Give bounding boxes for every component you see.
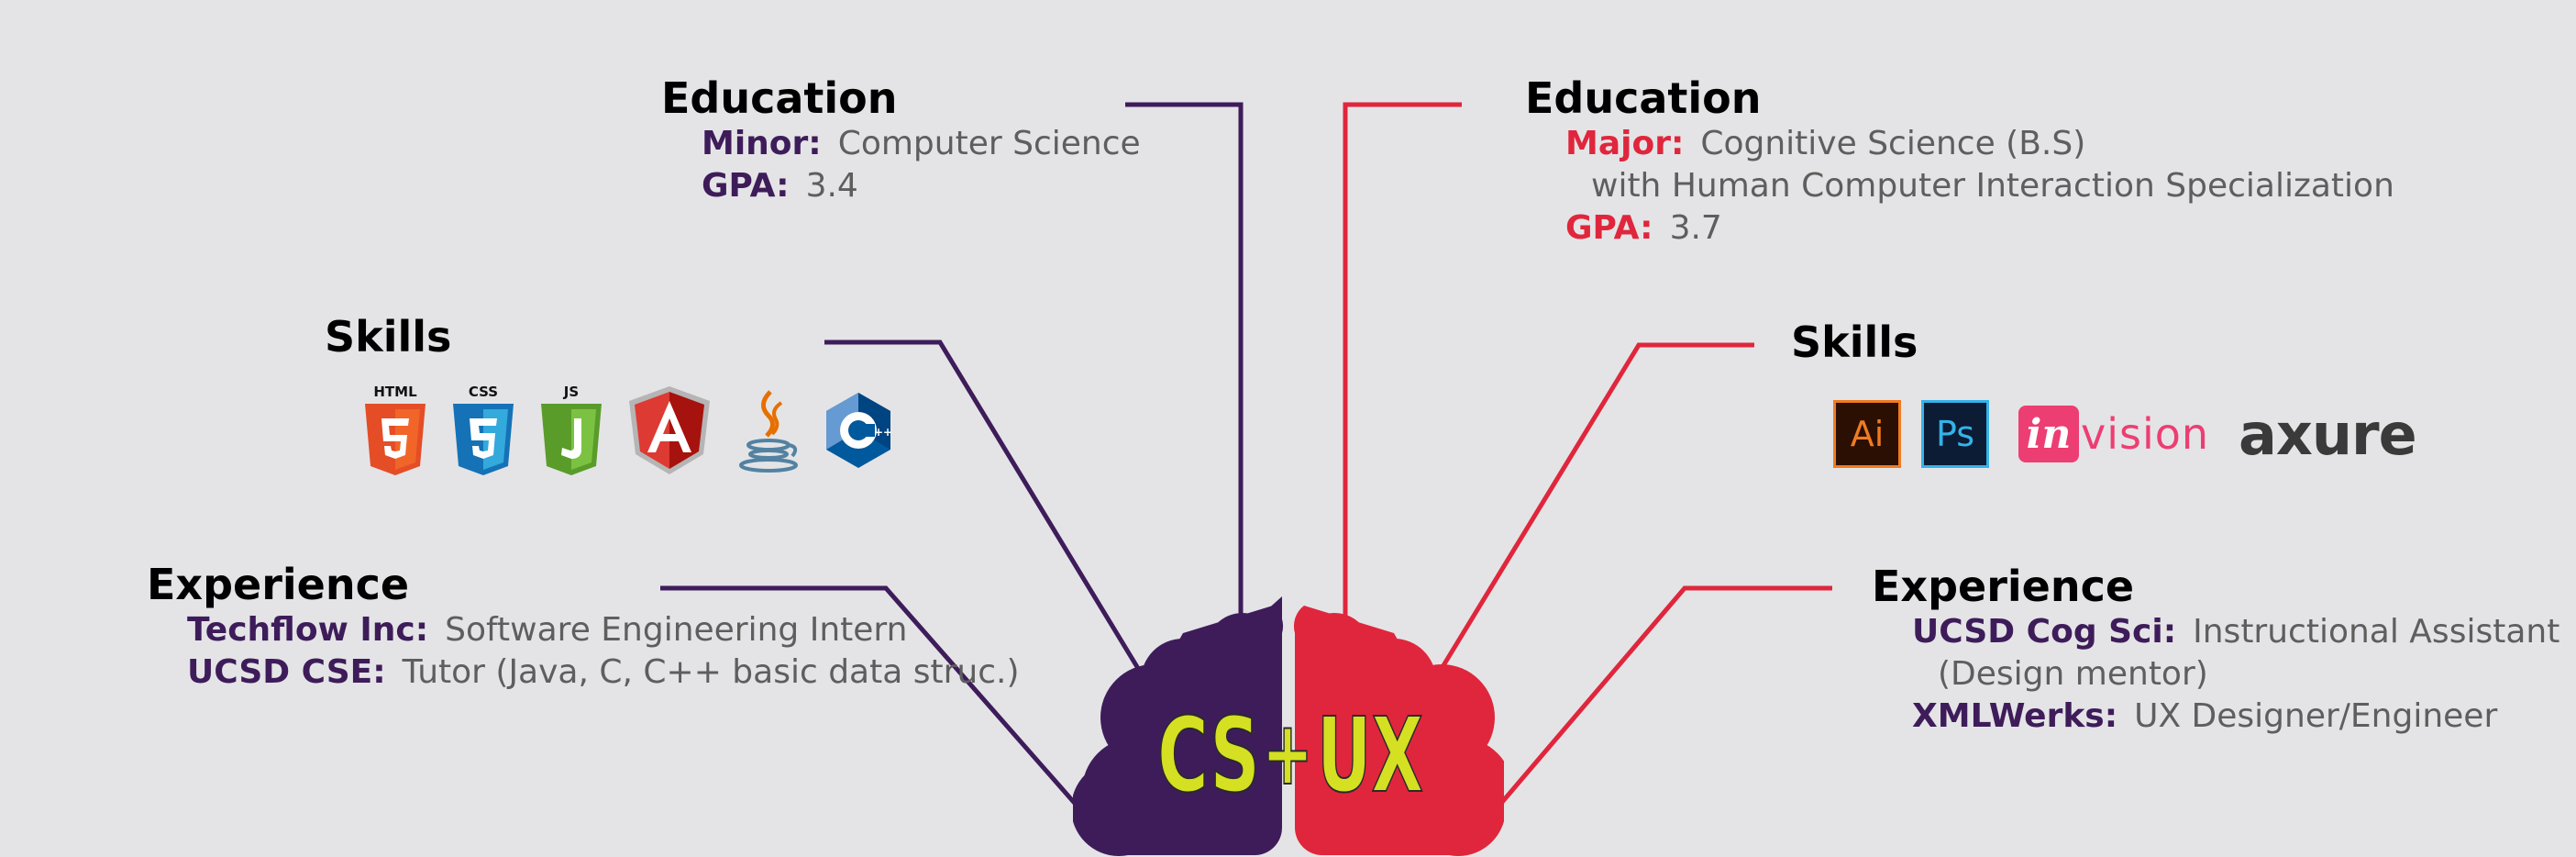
- cs-skills-heading: Skills: [325, 312, 452, 362]
- cs-education-section: Education Minor: Computer Science GPA: 3.4: [661, 73, 1141, 207]
- ux-skills-section: Skills: [1791, 317, 1918, 367]
- cs-gpa-label: GPA:: [702, 167, 790, 205]
- cs-skills-connector: [824, 339, 1147, 681]
- ux-experience-section: Experience UCSD Cog Sci: Instructional As…: [1872, 562, 2559, 738]
- ux-skills-heading: Skills: [1791, 317, 1918, 367]
- ux-education-connector: [1343, 102, 1462, 633]
- photoshop-icon-text: Ps: [1935, 414, 1975, 454]
- cs-experience-heading: Experience: [147, 560, 410, 609]
- cs-minor-label: Minor:: [702, 125, 822, 162]
- cs-gpa-row: GPA: 3.4: [702, 165, 1141, 207]
- ux-experience-connector: [1496, 585, 1832, 809]
- cs-experience-techflow-value: Software Engineering Intern: [445, 611, 908, 649]
- invision-logo: in vision: [2018, 406, 2209, 462]
- ux-gpa-value: 3.7: [1669, 209, 1722, 247]
- cs-gpa-value: 3.4: [805, 167, 858, 205]
- cs-skills-section: Skills: [325, 312, 451, 362]
- cs-experience-ucsd-cse-value: Tutor (Java, C, C++ basic data struc.): [402, 653, 1020, 691]
- ux-education-heading: Education: [1525, 73, 1762, 123]
- html-caption: HTML: [373, 384, 417, 400]
- javascript-icon: JS: [541, 384, 602, 475]
- svg-text:++: ++: [874, 426, 892, 439]
- brain-plus-text: +: [1262, 702, 1313, 805]
- css-caption: CSS: [469, 384, 498, 400]
- ux-education-section: Education Major: Cognitive Science (B.S) …: [1525, 73, 2394, 250]
- illustrator-icon: Ai: [1833, 400, 1901, 468]
- cs-experience-connector: [660, 585, 1087, 817]
- angular-icon: [629, 386, 710, 474]
- ux-brain-half: [1293, 606, 1504, 856]
- ux-skills-icons: Ai Ps in vision axure: [1833, 400, 2417, 468]
- illustrator-icon-text: Ai: [1850, 414, 1885, 454]
- js-caption: JS: [563, 384, 579, 400]
- ux-experience-xmlwerks-value: UX Designer/Engineer: [2134, 697, 2498, 735]
- ux-experience-cogsci-value: Instructional Assistant: [2193, 613, 2560, 651]
- invision-mark: in: [2018, 406, 2079, 462]
- ux-experience-cogsci-label: UCSD Cog Sci:: [1912, 613, 2177, 651]
- cs-education-heading: Education: [661, 73, 898, 123]
- photoshop-icon: Ps: [1921, 400, 1989, 468]
- html5-icon: HTML: [365, 384, 426, 475]
- ux-gpa-row: GPA: 3.7: [1565, 207, 2394, 250]
- ux-gpa-label: GPA:: [1565, 209, 1653, 247]
- ux-experience-cogsci-continuation: (Design mentor): [1938, 655, 2208, 693]
- ux-major-label: Major:: [1565, 125, 1685, 162]
- cpp-icon: ++: [826, 393, 892, 468]
- cs-skills-icons: HTML CSS JS ++: [361, 384, 893, 477]
- cs-experience-row-techflow: Techflow Inc: Software Engineering Intern: [187, 609, 1020, 651]
- cs-experience-ucsd-cse-label: UCSD CSE:: [187, 653, 386, 691]
- cs-experience-techflow-label: Techflow Inc:: [187, 611, 429, 649]
- cs-minor-row: Minor: Computer Science: [702, 123, 1141, 165]
- ux-major-value: Cognitive Science (B.S): [1700, 125, 2086, 162]
- ux-experience-row-cogsci: UCSD Cog Sci: Instructional Assistant: [1912, 611, 2559, 653]
- ux-experience-row-xmlwerks: XMLWerks: UX Designer/Engineer: [1912, 696, 2559, 738]
- axure-logo: axure: [2239, 400, 2417, 468]
- brain-ux-text: UX: [1317, 696, 1423, 816]
- ux-skills-connector: [1432, 342, 1754, 681]
- invision-wordmark: vision: [2081, 409, 2210, 459]
- cs-experience-row-ucsd-cse: UCSD CSE: Tutor (Java, C, C++ basic data …: [187, 651, 1020, 694]
- cs-minor-value: Computer Science: [837, 125, 1141, 162]
- css3-icon: CSS: [453, 384, 514, 475]
- cs-experience-section: Experience Techflow Inc: Software Enginee…: [147, 560, 1020, 694]
- ux-major-row: Major: Cognitive Science (B.S): [1565, 123, 2394, 165]
- ux-experience-heading: Experience: [1872, 562, 2135, 611]
- ux-experience-xmlwerks-label: XMLWerks:: [1912, 697, 2118, 735]
- brain-graphic: CS + UX: [1073, 596, 1504, 856]
- cs-brain-half: [1073, 596, 1288, 856]
- brain-cs-text: CS: [1157, 696, 1260, 816]
- java-icon: [739, 390, 798, 473]
- ux-major-continuation: with Human Computer Interaction Speciali…: [1591, 167, 2394, 205]
- cs-education-connector: [1125, 102, 1244, 633]
